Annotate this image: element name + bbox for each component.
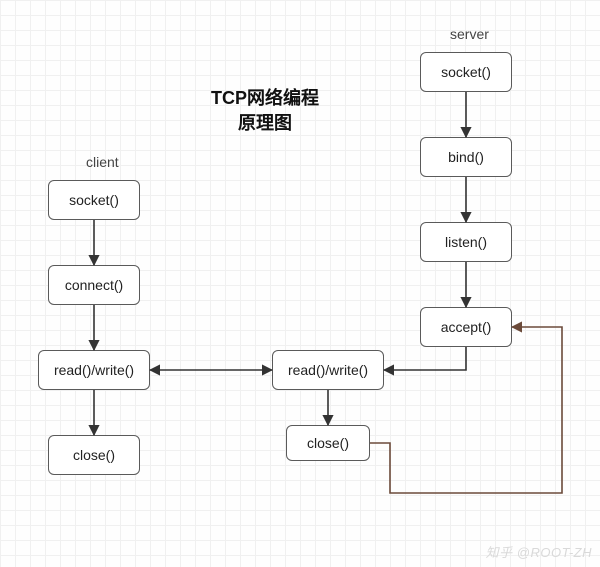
edges-layer bbox=[0, 0, 600, 567]
watermark: 知乎 @ROOT-ZH bbox=[486, 542, 592, 561]
flowchart-canvas: TCP网络编程 原理图 client server socket() conne… bbox=[0, 0, 600, 567]
